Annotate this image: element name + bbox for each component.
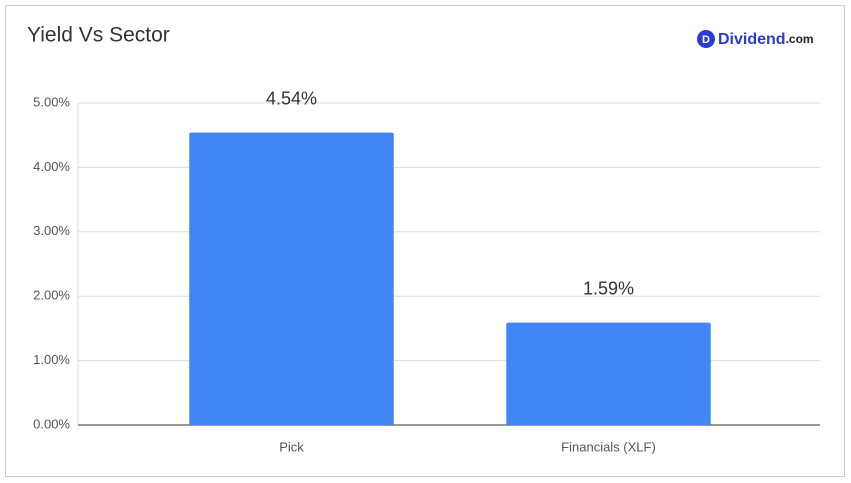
y-tick-label: 4.00% [33, 159, 70, 174]
chart-title: Yield Vs Sector [27, 24, 170, 47]
y-tick-label: 5.00% [33, 94, 70, 109]
bar [189, 132, 394, 425]
chart-frame [5, 5, 845, 477]
y-tick-label: 1.00% [33, 352, 70, 367]
brand-logo: D Dividend.com [697, 30, 814, 48]
x-tick-label: Pick [279, 439, 304, 454]
brand-suffix: .com [786, 32, 814, 46]
value-label: 1.59% [583, 278, 634, 298]
y-tick-label: 2.00% [33, 288, 70, 303]
x-tick-label: Financials (XLF) [561, 439, 656, 454]
brand-name-main: Dividend [718, 31, 786, 48]
brand-name: Dividend.com [718, 31, 814, 48]
bar [506, 322, 711, 425]
brand-icon-bg [697, 30, 715, 48]
brand-icon: D [702, 34, 710, 46]
value-label: 4.54% [266, 88, 317, 108]
y-tick-label: 3.00% [33, 223, 70, 238]
y-tick-label: 0.00% [33, 416, 70, 431]
